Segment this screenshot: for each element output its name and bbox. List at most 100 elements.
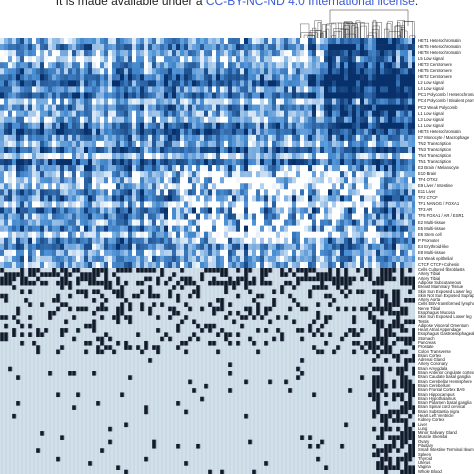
heatmap-cell xyxy=(0,195,5,202)
heatmap-cell xyxy=(132,44,137,51)
heatmap-cell xyxy=(16,310,21,316)
heatmap-cell xyxy=(116,134,121,142)
heatmap-cell xyxy=(208,243,213,251)
heatmap-cell xyxy=(244,62,249,69)
heatmap-cell xyxy=(244,74,249,81)
heatmap-cell xyxy=(372,249,377,257)
heatmap-cell xyxy=(196,336,201,342)
heatmap-cell xyxy=(384,62,389,69)
heatmap-cell xyxy=(304,140,309,148)
heatmap-cell xyxy=(232,183,237,190)
heatmap-cell xyxy=(244,231,249,239)
heatmap-cell xyxy=(80,110,85,117)
heatmap-cell xyxy=(276,243,281,251)
heatmap-cell xyxy=(40,128,45,136)
heatmap-cell xyxy=(80,140,85,148)
heatmap-cell xyxy=(156,345,161,350)
heatmap-cell xyxy=(68,219,73,226)
heatmap-cell xyxy=(100,104,105,111)
heatmap-cell xyxy=(396,225,401,232)
heatmap-cell xyxy=(232,74,237,81)
heatmap-cell xyxy=(308,62,313,69)
heatmap-cell xyxy=(20,289,25,295)
heatmap-cell xyxy=(156,56,161,63)
heatmap-cell xyxy=(0,231,5,239)
heatmap-cell xyxy=(372,358,377,363)
heatmap-cell xyxy=(272,140,277,148)
heatmap-cell xyxy=(304,261,309,268)
heatmap-cell xyxy=(8,116,13,124)
heatmap-cell xyxy=(268,104,273,111)
heatmap-cell xyxy=(212,280,217,286)
heatmap-cell xyxy=(380,413,385,419)
heatmap-cell xyxy=(216,116,221,124)
heatmap-cell xyxy=(360,183,365,190)
heatmap-cell xyxy=(108,86,113,93)
heatmap-cell xyxy=(172,177,177,184)
heatmap-cell xyxy=(176,401,181,406)
heatmap-cell xyxy=(8,272,13,277)
heatmap-cell xyxy=(124,315,129,320)
heatmap-cell xyxy=(404,146,409,154)
heatmap-cell xyxy=(352,243,357,251)
heatmap-cell xyxy=(132,68,137,75)
heatmap-cell xyxy=(28,50,33,57)
heatmap-cell xyxy=(124,86,129,93)
heatmap-cell xyxy=(156,276,161,282)
dendrogram-branch xyxy=(397,20,405,38)
heatmap-cell xyxy=(80,231,85,239)
heatmap-cell xyxy=(344,189,349,196)
heatmap-cell xyxy=(388,261,393,268)
heatmap-cell xyxy=(160,189,165,196)
heatmap-cell xyxy=(52,38,57,45)
heatmap-cell xyxy=(272,249,277,257)
heatmap-cell xyxy=(172,110,177,117)
heatmap-cell xyxy=(4,140,9,148)
heatmap-cell xyxy=(64,134,69,142)
heatmap-cell xyxy=(76,56,81,63)
heatmap-cell xyxy=(320,189,325,196)
heatmap-cell xyxy=(388,159,393,166)
heatmap-cell xyxy=(340,231,345,239)
heatmap-cell xyxy=(300,358,305,363)
heatmap-cell xyxy=(332,213,337,220)
heatmap-cell xyxy=(228,362,233,368)
heatmap-cell xyxy=(184,225,189,232)
heatmap-cell xyxy=(256,310,261,316)
heatmap-cell xyxy=(200,104,205,111)
heatmap-cell xyxy=(180,171,185,178)
heatmap-cell xyxy=(60,249,65,257)
heatmap-cell xyxy=(276,98,281,105)
heatmap-cell xyxy=(364,349,369,355)
heatmap-cell xyxy=(388,122,393,130)
heatmap-cell xyxy=(348,255,353,263)
heatmap-cell xyxy=(56,110,61,117)
heatmap-cell xyxy=(312,207,317,214)
heatmap-cell xyxy=(72,165,77,172)
heatmap-cell xyxy=(152,261,157,268)
heatmap-cell xyxy=(264,116,269,124)
heatmap-cell xyxy=(116,261,121,268)
heatmap-cell xyxy=(16,375,21,380)
heatmap-cell xyxy=(232,68,237,75)
heatmap-cell xyxy=(228,171,233,178)
heatmap-cell xyxy=(268,146,273,154)
heatmap-cell xyxy=(292,231,297,239)
heatmap-cell xyxy=(164,153,169,160)
heatmap-cell xyxy=(120,177,125,184)
heatmap-cell xyxy=(108,56,113,63)
heatmap-cell xyxy=(124,189,129,196)
heatmap-cell xyxy=(308,98,313,105)
heatmap-cell xyxy=(376,195,381,202)
heatmap-cell xyxy=(304,268,309,273)
heatmap-cell xyxy=(344,243,349,251)
license-link[interactable]: CC-BY-NC-ND 4.0 International license xyxy=(205,0,415,8)
heatmap-cell xyxy=(60,159,65,166)
heatmap-cell xyxy=(388,332,393,337)
heatmap-cell xyxy=(360,177,365,184)
heatmap-cell xyxy=(64,243,69,251)
heatmap-cell xyxy=(148,293,153,299)
heatmap-cell xyxy=(316,110,321,117)
heatmap-cell xyxy=(84,116,89,124)
heatmap-cell xyxy=(388,207,393,214)
